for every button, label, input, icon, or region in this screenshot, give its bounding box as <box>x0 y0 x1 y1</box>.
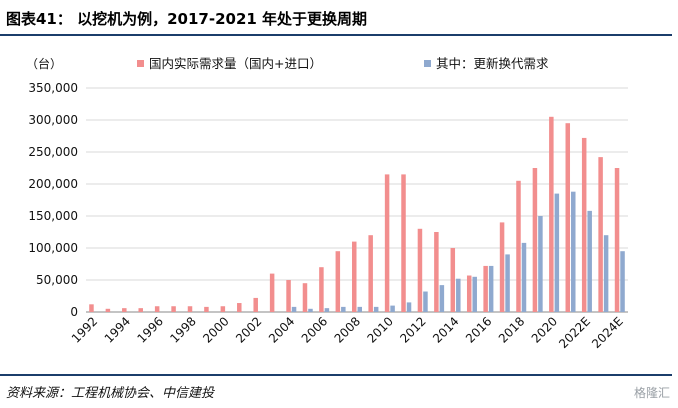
bar-series2-2018 <box>521 242 527 312</box>
x-tick-label: 2008 <box>332 314 363 345</box>
legend-swatch-series2 <box>424 60 431 67</box>
bar-series1-2013 <box>434 232 439 312</box>
bar-series1-2000 <box>220 306 226 312</box>
x-tick-label: 2018 <box>496 314 527 345</box>
grid-lines <box>86 87 628 313</box>
y-tick-label: 350,000 <box>28 81 78 95</box>
bar-series2-2012 <box>423 291 428 312</box>
bar-series2-2010 <box>390 305 395 312</box>
bar-series1-1993 <box>105 308 111 312</box>
bar-series1-1995 <box>138 308 143 312</box>
bar-series1-2003 <box>269 273 275 312</box>
legend-label-series1: 国内实际需求量（国内+进口） <box>149 56 322 71</box>
legend-swatch-series1 <box>137 60 144 67</box>
bar-series1-2009 <box>368 235 373 312</box>
top-rule <box>0 34 672 36</box>
bottom-rule <box>0 374 672 376</box>
bar-series1-2008 <box>352 241 357 312</box>
bar-series1-1999 <box>204 306 209 312</box>
bar-series1-2007 <box>335 251 341 312</box>
bar-series2-2011 <box>406 302 412 312</box>
bar-series1-2011 <box>401 174 406 312</box>
bar-series1-2016 <box>483 265 488 312</box>
x-tick-label: 2006 <box>299 314 330 345</box>
bar-series1-2012 <box>417 228 423 312</box>
y-tick-label: 200,000 <box>28 177 78 191</box>
figure-title: 图表41： 以挖机为例，2017-2021 年处于更换周期 <box>6 10 368 28</box>
y-tick-label: 150,000 <box>28 209 78 223</box>
bar-series2-2015 <box>472 276 477 312</box>
bar-series2-2007 <box>341 306 346 312</box>
x-tick-label: 2014 <box>430 314 461 345</box>
x-tick-label: 2000 <box>200 314 231 345</box>
x-tick-label: 1998 <box>167 314 198 345</box>
y-tick-label: 250,000 <box>28 145 78 159</box>
bar-series1-1997 <box>171 306 176 312</box>
y-tick-label: 300,000 <box>28 113 78 127</box>
bar-series1-2020 <box>549 116 554 312</box>
bar-series1-1992 <box>89 304 94 312</box>
bar-series1-2024E <box>614 168 620 312</box>
x-tick-label: 1994 <box>102 314 133 345</box>
x-tick-label: 2010 <box>364 314 395 345</box>
bar-series1-1994 <box>122 308 127 312</box>
bar-series1-2005 <box>302 283 308 312</box>
x-tick-label: 2022E <box>556 314 593 351</box>
x-axis-ticks: 1992 1994 1996 1998 2000 2002 2004 2006 2008 2010… <box>69 314 626 351</box>
y-axis-ticks: 0 50,000 100,000 150,000 200,000 250,000 300,0… <box>28 81 78 319</box>
bar-series2-2019 <box>538 216 543 312</box>
bar-series1-1998 <box>187 306 193 312</box>
bar-series1-2002 <box>253 297 258 312</box>
bar-series1-2004 <box>286 280 291 312</box>
bar-series2-2008 <box>357 306 362 312</box>
x-tick-label: 2012 <box>397 314 428 345</box>
bar-series1-2021 <box>565 123 571 312</box>
bar-series2-2020 <box>554 193 560 312</box>
bar-series1-2019 <box>532 168 538 312</box>
bar-series2-2021 <box>571 191 576 312</box>
bar-series2-2006 <box>324 308 330 312</box>
bar-chart: 0 50,000 100,000 150,000 200,000 250,000 300,0… <box>26 56 628 351</box>
bar-series2-2023E <box>603 235 609 312</box>
x-tick-label: 2004 <box>266 314 297 345</box>
bar-series1-2001 <box>237 303 242 312</box>
y-tick-label: 0 <box>70 305 78 319</box>
bar-series1-2023E <box>598 157 603 312</box>
bar-series2-2005 <box>308 308 313 312</box>
bar-series1-1996 <box>154 306 160 312</box>
bar-series2-2013 <box>439 285 445 312</box>
x-tick-label: 2016 <box>463 314 494 345</box>
x-tick-label: 2024E <box>589 314 626 351</box>
x-tick-label: 1996 <box>135 314 166 345</box>
y-tick-label: 50,000 <box>36 273 78 287</box>
bar-series2-2014 <box>456 278 461 312</box>
y-axis-unit-label: （台） <box>26 56 62 71</box>
bar-series2-2022E <box>587 210 592 312</box>
legend: 国内实际需求量（国内+进口） 其中：更新换代需求 <box>137 56 549 71</box>
bar-series2-2009 <box>373 306 379 312</box>
bar-series2-2024E <box>620 251 625 312</box>
watermark-logo: 格隆汇 <box>633 386 670 400</box>
bar-series1-2010 <box>384 174 390 312</box>
bar-series2-2004 <box>291 306 297 312</box>
bar-series1-2018 <box>516 180 521 312</box>
bar-groups <box>89 116 625 312</box>
y-tick-label: 100,000 <box>28 241 78 255</box>
x-tick-label: 2002 <box>233 314 264 345</box>
legend-label-series2: 其中：更新换代需求 <box>436 56 549 71</box>
bar-series1-2006 <box>319 267 324 312</box>
bar-series1-2022E <box>581 137 587 312</box>
bar-series1-2014 <box>450 248 456 312</box>
bar-series2-2016 <box>488 265 494 312</box>
report-header: 图表41： 以挖机为例，2017-2021 年处于更换周期 <box>0 0 678 36</box>
source-note: 资料来源：工程机械协会、中信建投 <box>6 386 215 401</box>
bar-series2-2017 <box>505 254 510 312</box>
bar-series1-2015 <box>466 275 472 312</box>
bar-series1-2017 <box>499 222 505 312</box>
